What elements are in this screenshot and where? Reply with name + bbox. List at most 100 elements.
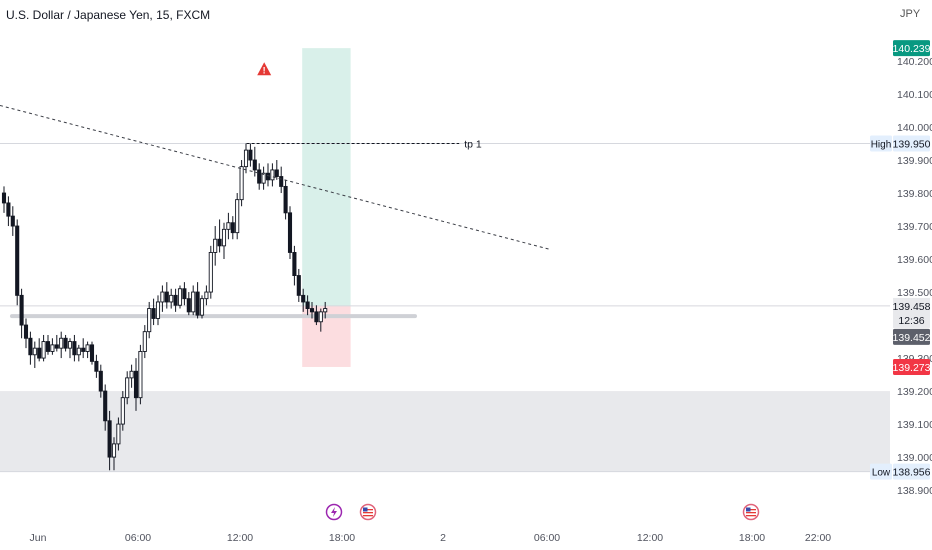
- candle: [213, 226, 218, 266]
- low-label-bg: [870, 463, 892, 480]
- current-price-bg: [893, 328, 930, 345]
- high-price-tag: 139.950: [893, 139, 931, 151]
- flag-stripe: [746, 509, 756, 511]
- candle: [147, 301, 152, 339]
- candle: [195, 282, 200, 319]
- candle: [235, 193, 240, 240]
- y-tick-label: 139.100: [897, 419, 932, 431]
- candle: [72, 334, 77, 362]
- warning-icon-glyph: !: [263, 65, 266, 75]
- candle: [142, 325, 147, 359]
- candle: [6, 196, 11, 227]
- candle: [155, 295, 161, 326]
- warning-icon[interactable]: [257, 62, 272, 76]
- candle: [296, 268, 301, 302]
- high-label: High: [871, 140, 892, 151]
- flag-stripe: [363, 509, 373, 511]
- y-tick-label: 139.900: [897, 155, 932, 167]
- high-price-tag-bg: [893, 135, 930, 152]
- x-tick-label: 18:00: [329, 532, 355, 544]
- x-tick-label: 12:00: [227, 532, 253, 544]
- candle: [129, 364, 134, 388]
- last-price-bg: [893, 297, 930, 328]
- last-price-tag: 139.458: [893, 301, 931, 313]
- candle: [221, 222, 227, 260]
- target-price-tag: 140.239: [893, 43, 931, 55]
- candle: [173, 288, 178, 312]
- candle: [81, 338, 86, 359]
- candle: [98, 364, 103, 398]
- candle: [160, 285, 165, 312]
- candle: [89, 341, 95, 365]
- x-tick-label: 06:00: [125, 532, 151, 544]
- candle: [305, 295, 310, 316]
- flag-stripe: [746, 512, 756, 514]
- x-tick-label: 22:00: [805, 532, 831, 544]
- candle: [287, 206, 293, 260]
- x-tick-label: Jun: [30, 532, 47, 544]
- candle: [125, 371, 130, 405]
- candle: [270, 163, 275, 187]
- stop-price-tag: 139.273: [893, 362, 931, 374]
- candle: [133, 358, 139, 411]
- y-tick-label: 140.000: [897, 122, 932, 134]
- candle: [292, 245, 297, 286]
- high-label-bg: [870, 135, 892, 152]
- candle: [10, 206, 15, 236]
- candle: [19, 288, 24, 339]
- candle: [177, 285, 183, 309]
- target-zone[interactable]: [302, 48, 351, 306]
- candle: [103, 384, 108, 431]
- candle: [243, 143, 249, 174]
- target-price-tag-bg: [893, 40, 930, 57]
- low-price-tag-bg: [893, 463, 930, 480]
- trendline[interactable]: [0, 104, 550, 250]
- y-tick-label: 140.100: [897, 89, 932, 101]
- candle: [239, 160, 244, 207]
- flag-stripe: [746, 515, 756, 517]
- y-tick-label: 138.900: [897, 485, 932, 497]
- candle: [230, 216, 235, 240]
- candle: [182, 282, 187, 306]
- candle: [191, 285, 196, 316]
- currency-label: JPY: [900, 8, 921, 20]
- candle: [274, 160, 279, 180]
- candle: [265, 163, 271, 187]
- candle: [208, 245, 213, 299]
- candle: [323, 301, 328, 319]
- candle: [283, 179, 288, 220]
- candle: [41, 334, 46, 362]
- x-tick-label: 2: [440, 532, 446, 544]
- candle: [199, 295, 205, 319]
- y-tick-label: 139.500: [897, 287, 932, 299]
- y-tick-label: 139.600: [897, 254, 932, 266]
- flag-canton: [363, 507, 368, 512]
- flag-stripe: [363, 515, 373, 517]
- candle: [217, 219, 222, 253]
- candle: [248, 143, 253, 167]
- candle: [15, 219, 20, 306]
- candle: [261, 166, 266, 190]
- current-price-tag: 139.452: [893, 332, 931, 344]
- candle: [85, 341, 90, 359]
- candle: [28, 331, 33, 365]
- candle: [107, 410, 112, 471]
- candle: [111, 437, 117, 471]
- y-tick-label: 139.800: [897, 188, 932, 200]
- candle: [318, 308, 323, 332]
- candle: [54, 334, 59, 352]
- x-tick-label: 12:00: [637, 532, 663, 544]
- candle: [151, 298, 156, 326]
- candle: [314, 305, 319, 326]
- candle: [252, 146, 257, 177]
- y-tick-label: 140.200: [897, 56, 932, 68]
- candle: [204, 285, 209, 306]
- candle: [169, 288, 174, 309]
- support-zone: [0, 391, 890, 472]
- lightning-icon: [331, 507, 337, 517]
- tp-line-label: tp 1: [464, 139, 482, 151]
- candle: [116, 417, 121, 451]
- candle: [257, 163, 262, 190]
- low-price-tag: 138.956: [893, 467, 931, 479]
